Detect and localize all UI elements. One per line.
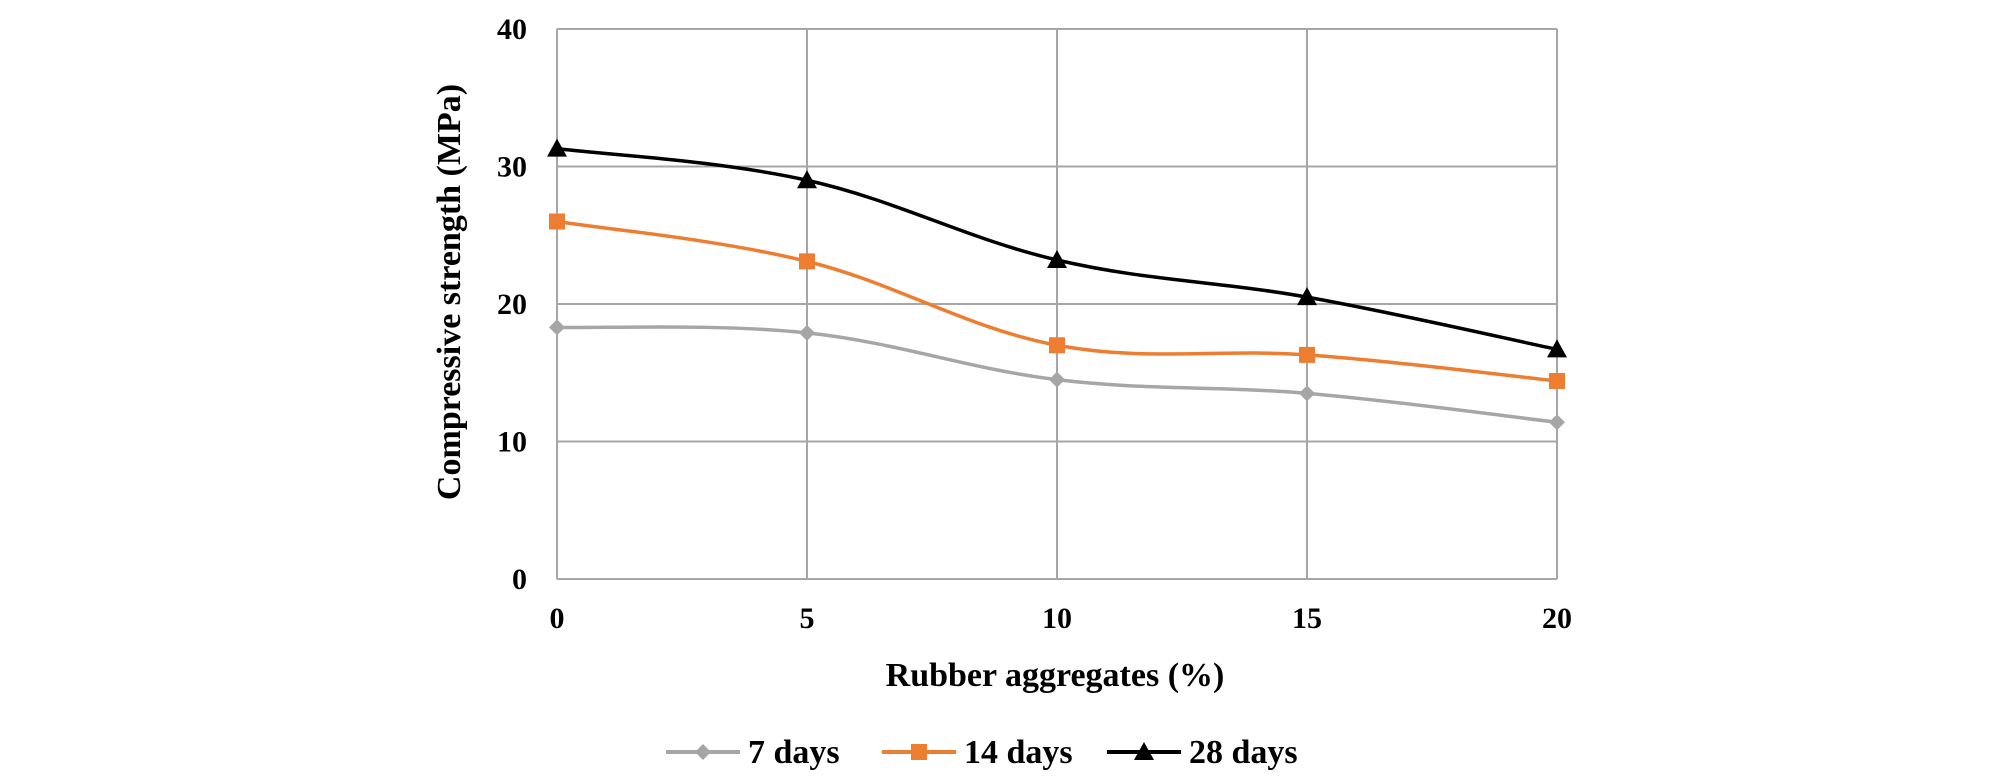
x-tick-label: 5 (800, 602, 815, 635)
data-point (547, 138, 567, 157)
data-point (799, 324, 815, 341)
x-tick-label: 10 (1042, 602, 1072, 635)
legend-label: 7 days (748, 734, 840, 771)
legend-item: 7 days (666, 734, 840, 771)
y-tick-label: 40 (497, 13, 527, 46)
series (549, 213, 1565, 389)
data-point (1049, 371, 1065, 388)
x-tick-label: 20 (1542, 602, 1572, 635)
data-point (549, 319, 565, 336)
legend-swatch-marker (911, 744, 927, 760)
legend-swatch-marker (695, 744, 711, 760)
data-point (799, 253, 815, 270)
legend-item: 28 days (1107, 734, 1298, 771)
data-point (1549, 373, 1565, 389)
y-axis-ticks: 0 10 20 30 40 (497, 13, 527, 596)
legend-swatch-marker (1134, 742, 1154, 760)
series (547, 138, 1567, 358)
legend-item: 14 days (882, 734, 1073, 771)
y-tick-label: 30 (497, 151, 527, 184)
data-point (797, 170, 817, 189)
legend-label: 14 days (964, 734, 1073, 771)
y-tick-label: 0 (512, 563, 527, 596)
data-point (1297, 287, 1317, 306)
data-point (1049, 337, 1065, 354)
x-tick-label: 0 (550, 602, 565, 635)
y-tick-label: 10 (497, 426, 527, 459)
series-layer (547, 138, 1567, 431)
x-tick-label: 15 (1292, 602, 1322, 635)
data-point (1299, 385, 1315, 402)
series (549, 319, 1565, 431)
x-axis-ticks: 0 5 10 15 20 (550, 602, 1573, 635)
y-tick-label: 20 (497, 288, 527, 321)
legend: 7 days 14 days 28 days (666, 734, 1298, 771)
data-point (1047, 250, 1067, 268)
data-point (1299, 346, 1315, 363)
legend-label: 28 days (1189, 734, 1298, 771)
x-axis-title: Rubber aggregates (%) (886, 657, 1225, 694)
data-point (1549, 414, 1565, 431)
grid (556, 28, 1558, 580)
y-axis-title: Compressive strength (MPa) (431, 84, 468, 500)
data-point (1547, 339, 1567, 358)
data-point (549, 213, 565, 230)
